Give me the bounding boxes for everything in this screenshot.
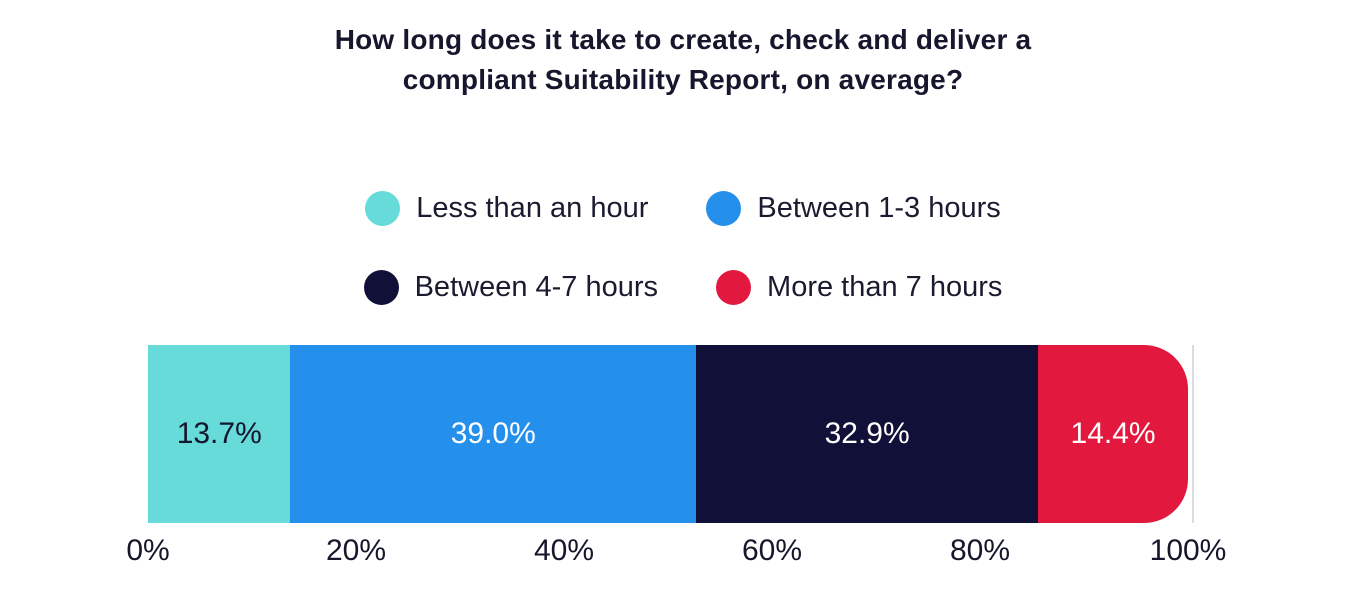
bar-value-label-between-4-7-hours: 32.9% xyxy=(824,417,910,450)
legend-row-1: Less than an hour Between 1-3 hours xyxy=(365,191,1001,226)
legend-item-more-than-7-hours: More than 7 hours xyxy=(716,270,1002,305)
stacked-bar: 13.7% 39.0% 32.9% 14.4% xyxy=(148,345,1188,523)
x-axis-tick-100: 100% xyxy=(1149,534,1227,567)
legend-label-less-than-an-hour: Less than an hour xyxy=(416,192,649,224)
legend: Less than an hour Between 1-3 hours Betwee… xyxy=(0,191,1366,305)
legend-label-between-1-3-hours: Between 1-3 hours xyxy=(757,192,1001,224)
chart-title-line-2: compliant Suitability Report, on average… xyxy=(402,64,964,95)
legend-label-between-4-7-hours: Between 4-7 hours xyxy=(414,271,659,303)
legend-swatch-icon-between-4-7-hours xyxy=(363,270,399,305)
legend-item-between-1-3-hours: Between 1-3 hours xyxy=(706,191,1001,226)
plot-area: 13.7% 39.0% 32.9% 14.4% xyxy=(148,345,1194,523)
legend-swatch-icon-more-than-7-hours xyxy=(716,270,752,305)
x-axis: 0% 20% 40% 60% 80% 100% xyxy=(126,532,1226,574)
legend-swatch-icon-less-than-an-hour xyxy=(365,191,401,226)
legend-swatch-icon-between-1-3-hours xyxy=(706,191,742,226)
x-axis-tick-40: 40% xyxy=(533,534,595,567)
legend-item-between-4-7-hours: Between 4-7 hours xyxy=(363,270,659,305)
bar-value-label-more-than-7-hours: 14.4% xyxy=(1070,417,1156,450)
x-axis-tick-80: 80% xyxy=(949,534,1011,567)
gridline-100-percent xyxy=(1192,345,1194,523)
legend-item-less-than-an-hour: Less than an hour xyxy=(365,191,648,226)
bar-segment-between-1-3-hours: 39.0% xyxy=(290,345,697,523)
legend-label-more-than-7-hours: More than 7 hours xyxy=(767,271,1003,303)
legend-row-2: Between 4-7 hours More than 7 hours xyxy=(363,270,1002,305)
bar-segment-less-than-an-hour: 13.7% xyxy=(148,345,291,523)
bar-value-label-between-1-3-hours: 39.0% xyxy=(450,417,536,450)
bar-segment-more-than-7-hours: 14.4% xyxy=(1038,345,1188,523)
x-axis-tick-60: 60% xyxy=(741,534,803,567)
bar-segment-between-4-7-hours: 32.9% xyxy=(696,345,1039,523)
bar-value-label-less-than-an-hour: 13.7% xyxy=(176,417,262,450)
x-axis-tick-20: 20% xyxy=(325,534,387,567)
x-axis-tick-0: 0% xyxy=(126,534,170,567)
chart-title: How long does it take to create, check a… xyxy=(0,20,1366,100)
chart-title-line-1: How long does it take to create, check a… xyxy=(334,24,1032,55)
